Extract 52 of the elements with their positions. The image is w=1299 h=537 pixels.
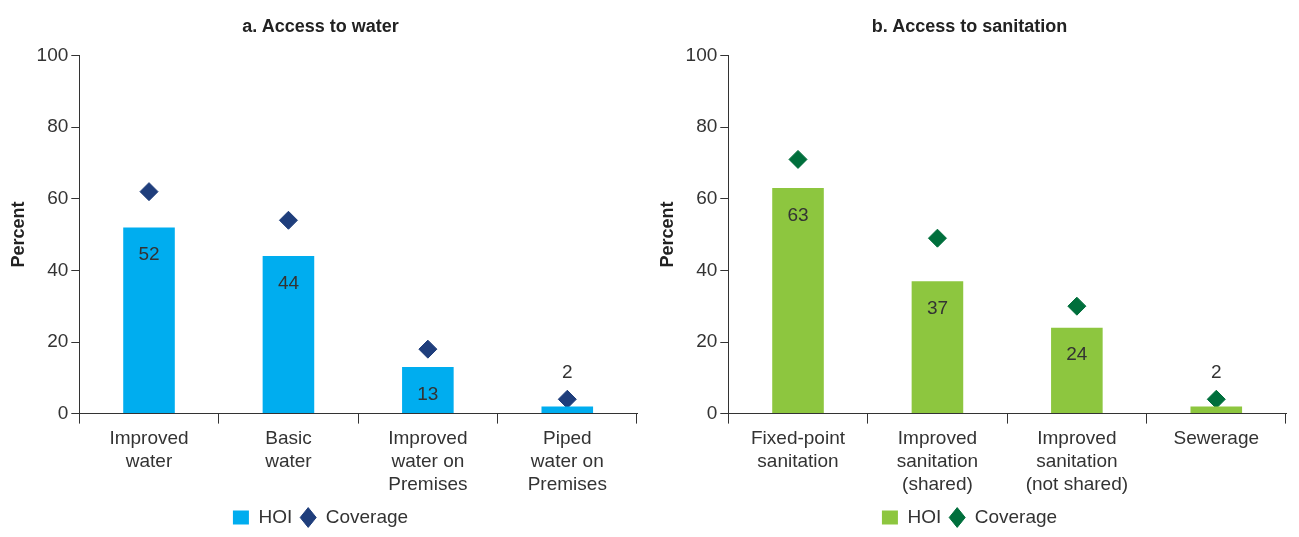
x-tick-label: Basic water: [264, 427, 313, 472]
y-tick-label: 60: [696, 187, 718, 209]
point: [139, 182, 159, 202]
data-label: 24: [1066, 343, 1088, 365]
y-tick-label: 40: [47, 258, 69, 280]
y-axis-title: Percent: [7, 201, 28, 268]
y-tick-label: 100: [685, 43, 718, 65]
point: [278, 210, 298, 230]
data-label: 44: [277, 271, 300, 293]
point: [1067, 296, 1087, 316]
legend-label: HOI: [907, 505, 942, 527]
point: [418, 339, 438, 359]
bar: [541, 406, 594, 414]
bar: [911, 281, 964, 414]
y-tick-label: 0: [706, 401, 718, 423]
chart-title: a. Access to water: [242, 15, 399, 36]
data-label: 63: [787, 203, 809, 225]
y-tick-label: 60: [47, 187, 69, 209]
data-label: 37: [926, 296, 949, 318]
x-tick-label: Piped water on Premises: [527, 427, 607, 494]
y-tick-label: 0: [57, 401, 69, 423]
data-label: 52: [138, 243, 160, 265]
point: [557, 389, 577, 409]
chart-title: b. Access to sanitation: [871, 15, 1068, 36]
legend-label: Coverage: [974, 505, 1058, 527]
y-tick-label: 80: [47, 115, 69, 137]
x-tick-label: Improved water: [109, 427, 189, 472]
y-axis-title: Percent: [656, 201, 677, 268]
y-tick-label: 20: [696, 330, 718, 352]
y-tick-label: 80: [696, 115, 718, 137]
x-tick-label: Improved sanitation (not shared): [1025, 427, 1129, 494]
x-tick-label: Fixed-point sanitation: [751, 427, 846, 472]
x-tick-label: Improved sanitation (shared): [896, 427, 979, 494]
legend-label: HOI: [258, 505, 293, 527]
bar: [262, 256, 315, 414]
bar: [1190, 406, 1243, 414]
legend-label: Coverage: [325, 505, 409, 527]
bar: [402, 367, 454, 414]
point: [927, 228, 947, 248]
x-tick-label: Sewerage: [1173, 427, 1260, 449]
y-tick-label: 40: [696, 258, 718, 280]
point: [788, 149, 808, 169]
y-tick-label: 20: [47, 330, 69, 352]
bar: [1051, 327, 1103, 414]
y-tick-label: 100: [36, 43, 69, 65]
x-tick-label: Improved water on Premises: [388, 427, 468, 494]
bar: [123, 227, 175, 414]
data-label: 2: [562, 361, 573, 383]
point: [1206, 389, 1226, 409]
data-label: 2: [1211, 361, 1222, 383]
data-label: 13: [417, 382, 439, 404]
bar: [772, 188, 824, 414]
